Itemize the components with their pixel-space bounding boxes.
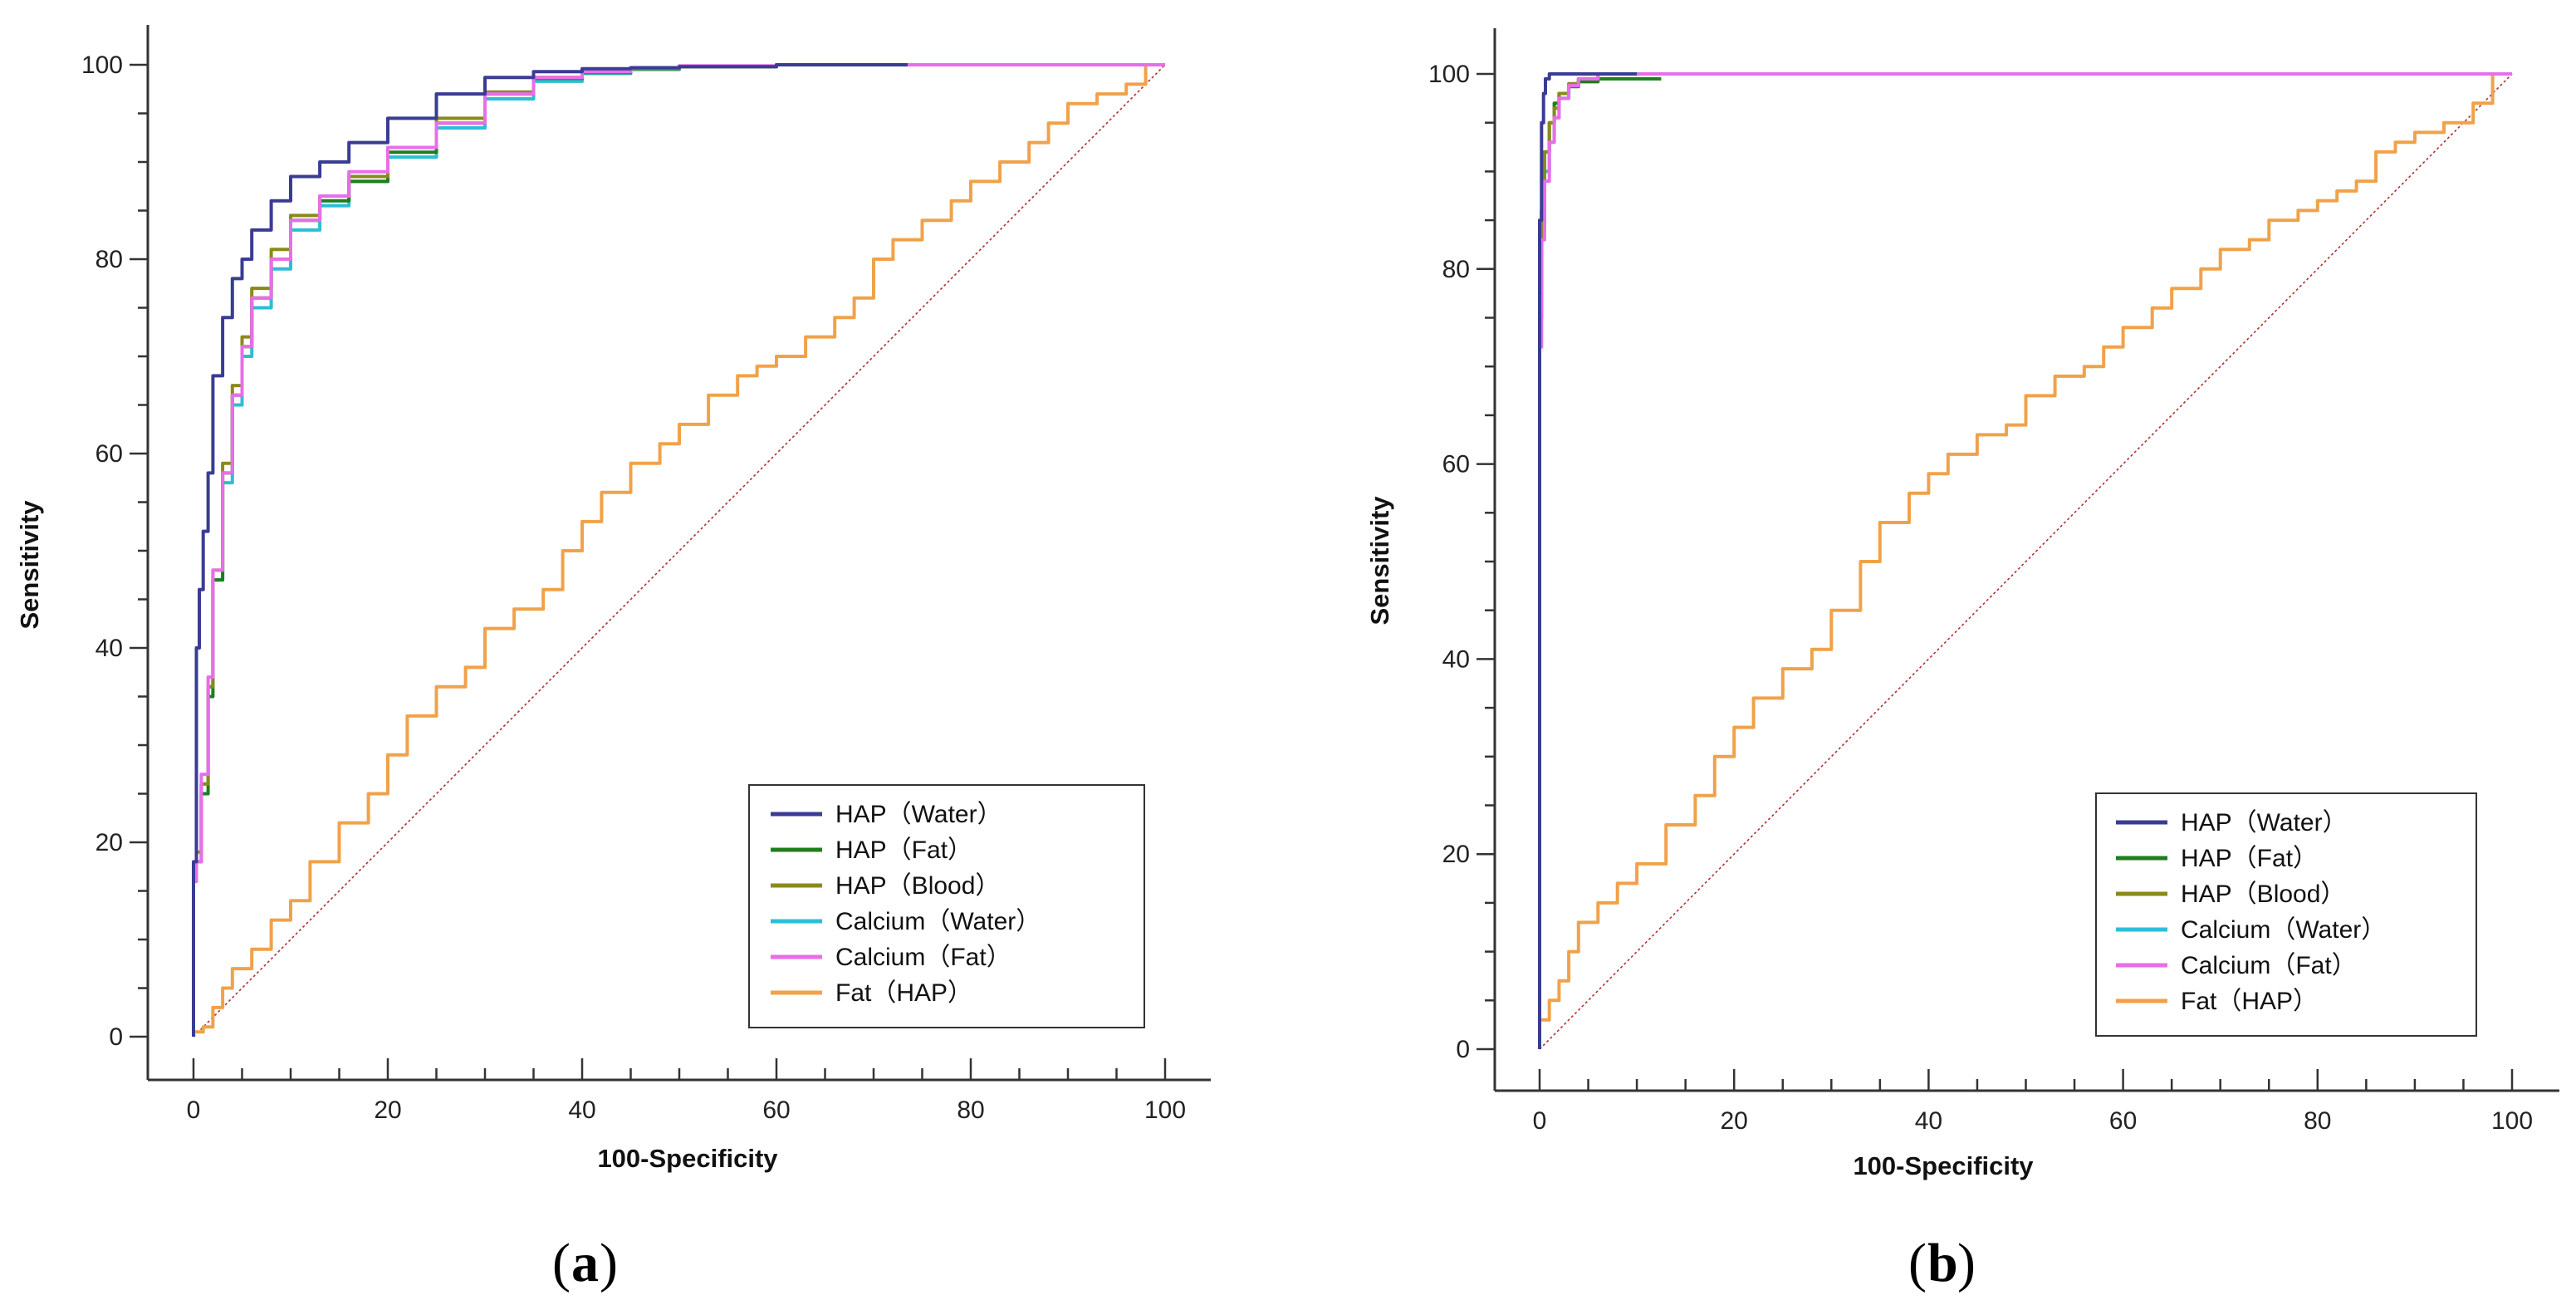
panel-a-series-hap-water <box>192 63 908 1037</box>
panel-b-caption-close: ) <box>1957 1233 1976 1293</box>
panel-a-x-tick-label: 40 <box>568 1096 595 1124</box>
panel-a-legend-label-hap-blood: HAP（Blood） <box>835 872 1000 900</box>
panel-b-y-tick-label: 100 <box>1428 61 1470 88</box>
panel-b-legend-label-hap-fat: HAP（Fat） <box>2181 845 2318 872</box>
panel-b-x-tick-label: 20 <box>1721 1107 1748 1135</box>
panel-a-legend: HAP（Water） HAP（Fat） HAP（Blood） Calcium（W… <box>748 784 1145 1028</box>
panel-b-legend-label-hap-blood: HAP（Blood） <box>2181 881 2345 908</box>
panel-b-legend-box <box>2095 792 2477 1037</box>
panel-b-x-tick-label: 0 <box>1533 1107 1547 1135</box>
panel-b-y-tick-label: 0 <box>1456 1036 1470 1063</box>
panel-a-x-tick-label: 0 <box>187 1096 201 1124</box>
panel-b-reference-line <box>1539 73 2513 1050</box>
panel-b-legend-label-calcium-water: Calcium（Water） <box>2181 916 2386 944</box>
panel-a-caption: ( a ) <box>552 1233 618 1293</box>
panel-a-x-tick-label: 80 <box>957 1096 984 1124</box>
panel-b-series-calcium-fat <box>1538 72 2512 1049</box>
panel-a-y-tick-label: 40 <box>95 635 123 662</box>
panel-a-chart: 0 20 40 60 80 100 0 20 40 60 80 100 100-Specificity… <box>15 25 1211 1293</box>
panel-a-y-tick-label: 0 <box>109 1023 123 1051</box>
panel-a-legend-label-calcium-water: Calcium（Water） <box>835 908 1041 935</box>
panel-b-y-tick-label: 20 <box>1442 841 1470 868</box>
panel-a-plot-area: 0 20 40 60 80 100 0 20 40 60 80 100 <box>81 25 1211 1124</box>
panel-a-y-tick-label: 20 <box>95 829 123 856</box>
panel-a-y-tick-label: 100 <box>81 52 123 79</box>
panel-b-caption-open: ( <box>1908 1233 1927 1293</box>
panel-b-legend-label-calcium-fat: Calcium（Fat） <box>2181 952 2357 979</box>
panel-b-caption-letter: b <box>1927 1233 1958 1293</box>
panel-b-plot-area: 0 20 40 60 80 100 0 20 40 60 80 100 <box>1428 28 2559 1135</box>
panel-b-x-tick-label: 80 <box>2304 1107 2331 1135</box>
panel-b-legend-label-fat-hap: Fat（HAP） <box>2181 988 2318 1015</box>
panel-a-legend-box <box>748 784 1145 1028</box>
panel-b-y-tick-label: 80 <box>1442 256 1470 283</box>
panel-b-caption: ( b ) <box>1908 1233 1976 1293</box>
panel-a-legend-label-hap-fat: HAP（Fat） <box>835 836 972 864</box>
panel-a-x-axis-title: 100-Specificity <box>597 1144 778 1173</box>
panel-b-x-tick-label: 60 <box>2109 1107 2137 1135</box>
panel-a-y-tick-label: 60 <box>95 440 123 468</box>
panel-a-series-fat-hap <box>192 63 1165 1037</box>
panel-b-y-tick-label: 40 <box>1442 645 1470 673</box>
panel-b-y-axis-title: Sensitivity <box>1365 496 1394 626</box>
panel-b-y-tick-label: 60 <box>1442 451 1470 478</box>
panel-a-legend-label-fat-hap: Fat（HAP） <box>835 979 972 1007</box>
panel-b-series-hap-water <box>1538 72 1638 1049</box>
panel-b-x-tick-label: 100 <box>2491 1107 2533 1135</box>
panel-a-caption-open: ( <box>552 1233 571 1293</box>
panel-b-legend-label-hap-water: HAP（Water） <box>2181 809 2348 836</box>
panel-a-x-tick-label: 60 <box>762 1096 790 1124</box>
panel-a-x-tick-label: 20 <box>374 1096 401 1124</box>
panel-b-chart: 0 20 40 60 80 100 0 20 40 60 80 100 100-Specificity… <box>1365 28 2559 1293</box>
panel-a-x-tick-label: 100 <box>1144 1096 1186 1124</box>
panel-a-legend-label-calcium-fat: Calcium（Fat） <box>835 944 1011 971</box>
panel-a-caption-close: ) <box>600 1233 618 1293</box>
panel-a-caption-letter: a <box>571 1233 599 1293</box>
panel-a-series-calcium-fat <box>192 63 1165 1037</box>
panel-b-x-tick-label: 40 <box>1915 1107 1942 1135</box>
panel-a-y-tick-label: 80 <box>95 246 123 273</box>
panel-b-legend: HAP（Water） HAP（Fat） HAP（Blood） Calcium（W… <box>2095 792 2477 1037</box>
panel-b-x-axis-title: 100-Specificity <box>1853 1151 2034 1180</box>
panel-a-legend-label-hap-water: HAP（Water） <box>835 801 1002 828</box>
panel-b-series-fat-hap <box>1538 72 2512 1049</box>
panel-a-y-axis-title: Sensitivity <box>15 500 44 630</box>
